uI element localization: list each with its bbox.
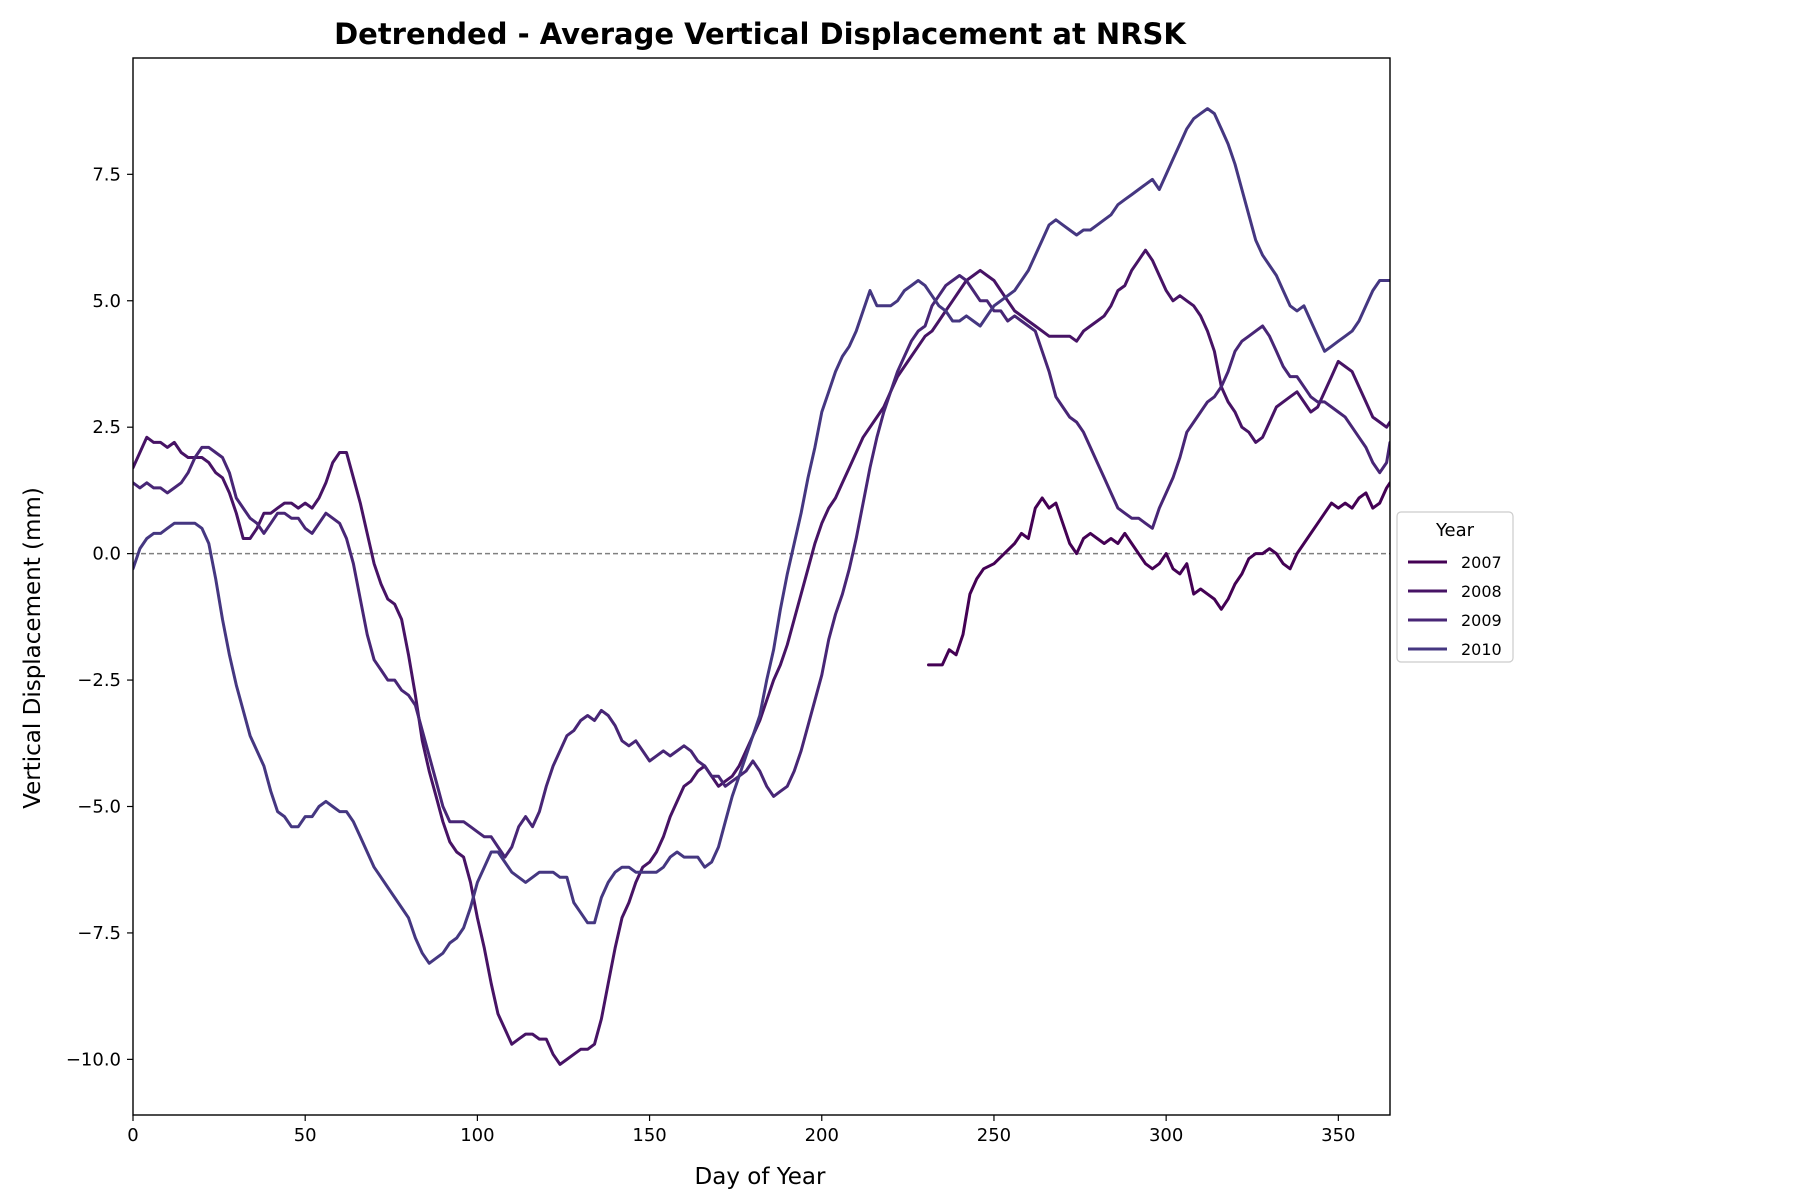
chart-title: Detrended - Average Vertical Displacemen… xyxy=(334,17,1187,51)
x-tick-label: 0 xyxy=(127,1125,138,1146)
series-lines xyxy=(133,107,1390,1066)
y-tick-label: −7.5 xyxy=(77,923,121,944)
legend-title: Year xyxy=(1435,520,1475,541)
legend-label: 2010 xyxy=(1461,640,1502,659)
legend-entry-2010: 2010 xyxy=(1408,640,1502,659)
x-axis-ticks: 0 50 100 150 200 250 300 350 xyxy=(127,1115,1356,1146)
y-tick-label: −2.5 xyxy=(77,670,121,691)
y-axis-ticks: −10.0 −7.5 −5.0 −2.5 0.0 2.5 5.0 7.5 xyxy=(66,164,133,1070)
y-tick-label: 0.0 xyxy=(92,544,121,565)
series-line-2008 xyxy=(133,248,1390,1066)
y-tick-label: −10.0 xyxy=(66,1049,121,1070)
y-tick-label: −5.0 xyxy=(77,796,121,817)
x-tick-label: 250 xyxy=(977,1125,1011,1146)
x-tick-label: 200 xyxy=(805,1125,839,1146)
x-tick-label: 50 xyxy=(294,1125,317,1146)
legend-label: 2009 xyxy=(1461,611,1502,630)
legend-entry-2009: 2009 xyxy=(1408,611,1502,630)
plot-frame xyxy=(132,57,1391,1116)
legend-frame xyxy=(1396,511,1514,663)
y-axis-label: Vertical Displacement (mm) xyxy=(20,487,46,809)
x-axis-label: Day of Year xyxy=(695,1164,826,1190)
legend: Year 2007 2008 2009 2010 xyxy=(1396,511,1514,663)
y-tick-label: 5.0 xyxy=(92,291,121,312)
x-tick-label: 350 xyxy=(1321,1125,1355,1146)
series-line-2010 xyxy=(133,107,1390,965)
legend-entry-2007: 2007 xyxy=(1408,553,1502,572)
series-line-2009 xyxy=(133,274,1390,859)
legend-entry-2008: 2008 xyxy=(1408,582,1502,601)
x-tick-label: 100 xyxy=(460,1125,494,1146)
legend-label: 2007 xyxy=(1461,553,1502,572)
x-tick-label: 300 xyxy=(1149,1125,1183,1146)
y-tick-label: 7.5 xyxy=(92,164,121,185)
y-tick-label: 2.5 xyxy=(92,417,121,438)
plot-area xyxy=(133,58,1390,1115)
series-line-2007 xyxy=(927,481,1390,667)
legend-label: 2008 xyxy=(1461,582,1502,601)
x-tick-label: 150 xyxy=(632,1125,666,1146)
